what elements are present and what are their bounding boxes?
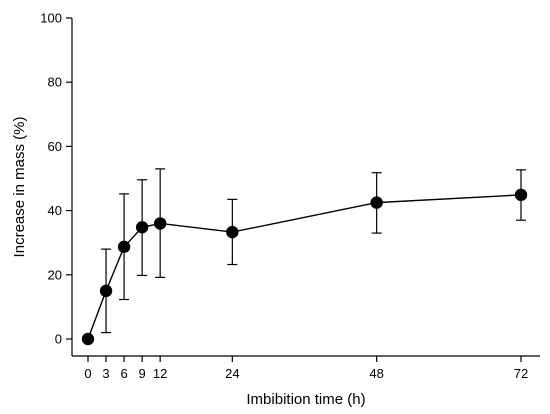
x-tick-label: 0 xyxy=(84,366,91,381)
data-point xyxy=(99,284,113,298)
y-axis-label: Increase in mass (%) xyxy=(11,117,28,258)
data-point xyxy=(117,240,131,254)
data-point xyxy=(135,221,149,234)
data-points xyxy=(81,188,528,346)
data-point xyxy=(153,217,167,230)
y-tick-label: 0 xyxy=(55,332,62,347)
data-point xyxy=(370,196,383,209)
x-tick-label: 9 xyxy=(139,366,146,381)
series-line xyxy=(87,194,522,340)
x-tick-label: 3 xyxy=(102,366,109,381)
x-axis-label: Imbibition time (h) xyxy=(246,391,365,408)
y-axis-ticks: 0 20 40 60 80 100 xyxy=(40,11,72,347)
y-tick-label: 80 xyxy=(48,75,62,90)
data-point xyxy=(514,188,528,202)
x-tick-label: 24 xyxy=(225,366,239,381)
data-point xyxy=(226,225,239,239)
x-tick-label: 72 xyxy=(514,366,528,381)
x-axis-ticks: 0 3 6 9 12 24 48 72 xyxy=(84,356,528,381)
x-tick-label: 6 xyxy=(120,366,127,381)
y-tick-label: 40 xyxy=(48,203,62,218)
error-bars xyxy=(101,168,526,334)
data-point xyxy=(81,332,95,346)
series-lines xyxy=(87,194,522,340)
x-tick-label: 48 xyxy=(369,366,383,381)
plot-frame xyxy=(71,18,540,357)
y-tick-label: 60 xyxy=(48,139,62,154)
y-tick-label: 100 xyxy=(40,11,62,26)
x-tick-label: 12 xyxy=(153,366,167,381)
y-tick-label: 20 xyxy=(48,267,62,282)
